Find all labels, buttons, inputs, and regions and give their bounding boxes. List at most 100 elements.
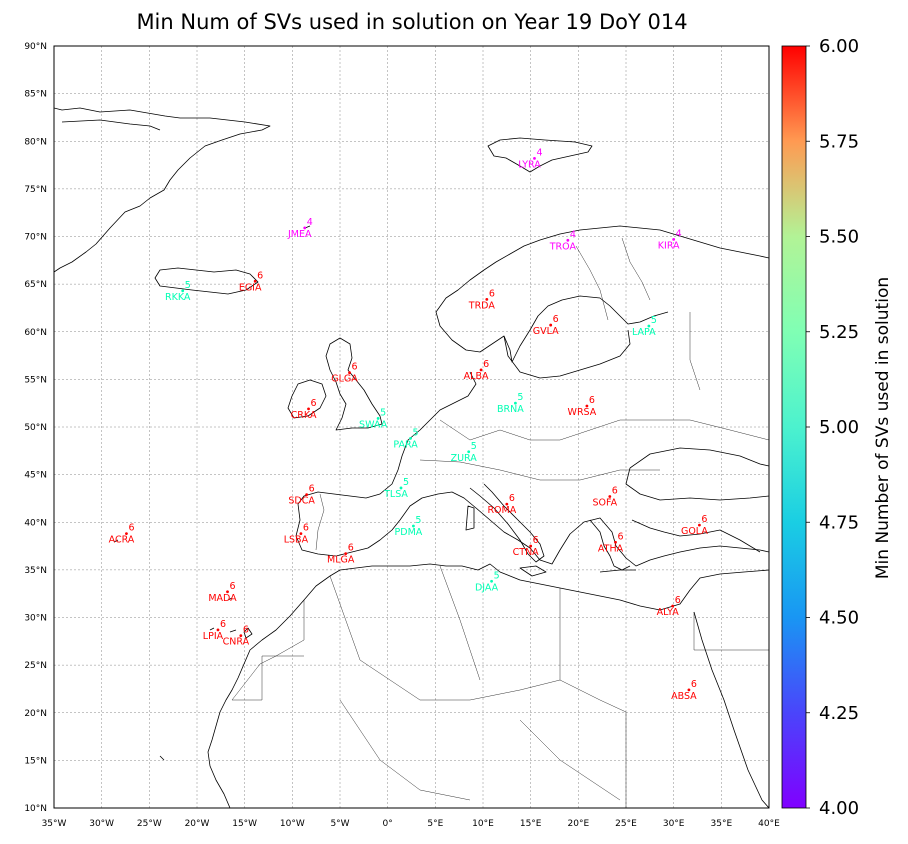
station-dot [299,532,303,536]
station-dot [303,226,307,230]
station-value: 6 [220,619,226,630]
station-name: EGIA [239,282,262,293]
station-name: ALBA [464,371,489,382]
station-dot [125,532,128,536]
station-dot [412,524,415,528]
station-name: ATHA [598,543,624,554]
lat-tick-label: 60°N [24,328,47,338]
station-value: 6 [352,362,358,373]
station-dot [479,368,483,372]
station-value: 5 [651,315,657,326]
colorbar-tick-label: 4.50 [819,608,859,629]
lon-tick-label: 5°W [330,819,349,829]
station-value: 6 [309,484,315,495]
station-value: 4 [536,147,542,158]
station-name: LYRA [518,159,541,170]
map-title: Min Num of SVs used in solution on Year … [136,10,688,34]
station-value: 5 [415,515,421,526]
lon-tick-label: 30°W [89,819,114,829]
station-value: 4 [676,228,682,239]
lon-tick-label: 20°E [568,819,590,829]
lon-tick-label: 20°W [185,819,210,829]
station-dot [687,688,691,692]
station-dot [239,634,243,637]
colorbar-ticks: 4.00 4.25 4.50 4.75 5.00 5.25 5.50 5.75 6.00 [806,36,859,819]
station-value: 6 [618,531,624,542]
colorbar-tick-label: 4.25 [819,703,859,724]
coastline-baltic [503,329,631,379]
station-dot [409,437,412,440]
station-name: RKKA [165,292,191,303]
station-dot [305,493,309,497]
lat-tick-label: 30°N [24,614,47,624]
longitude-tick-labels: 35°W 30°W 25°W 20°W 15°W 10°W 5°W 0° 5°E 10°E 15°E… [42,819,781,829]
lat-tick-label: 20°N [24,709,47,719]
colorbar-tick-label: 5.00 [819,417,859,438]
station-value: 6 [589,395,595,406]
lat-tick-label: 80°N [24,137,47,147]
station-value: 6 [701,514,707,525]
station-value: 5 [413,427,419,438]
station-dot [566,238,570,242]
lon-tick-label: 30°E [663,819,685,829]
lon-tick-label: 5°E [427,819,443,829]
lat-tick-label: 35°N [24,566,47,576]
station-name: SOFA [592,498,617,509]
colorbar-tick-label: 4.75 [819,512,859,533]
station-dot [647,324,651,328]
station-value: 5 [403,477,409,488]
station-value: 5 [471,441,477,452]
station-name: ABSA [671,691,697,702]
lat-tick-label: 15°N [24,756,47,766]
colorbar-label: Min Number of SVs used in solution [873,277,893,579]
lon-tick-label: 25°W [137,819,162,829]
station-dot [608,495,612,498]
station-name: MADA [208,593,237,604]
station-value: 6 [489,288,495,299]
lon-tick-label: 15°W [232,819,257,829]
station-name: GLGA [331,374,358,385]
lon-tick-label: 35°E [711,819,733,829]
colorbar [781,45,807,809]
coastline-greenland [54,107,271,273]
lat-tick-label: 70°N [24,233,47,243]
graticule [54,46,769,808]
station-name: PDMA [395,527,423,538]
station-value: 6 [691,679,697,690]
lat-tick-label: 55°N [24,375,47,385]
station-name: GOLA [681,526,708,537]
station-name: CRKA [291,410,317,421]
coastline-svalbard [487,137,593,173]
station-name: ZURA [451,453,478,464]
station-value: 6 [553,314,559,325]
station-value: 6 [348,543,354,554]
station-dot [514,401,517,405]
station-dot [698,523,701,527]
coastline-europe [295,225,769,567]
country-borders [231,237,769,808]
station-dot [614,540,617,544]
station-value: 5 [380,407,386,418]
lat-tick-label: 10°N [24,804,47,814]
station-name: TLSA [383,489,408,500]
